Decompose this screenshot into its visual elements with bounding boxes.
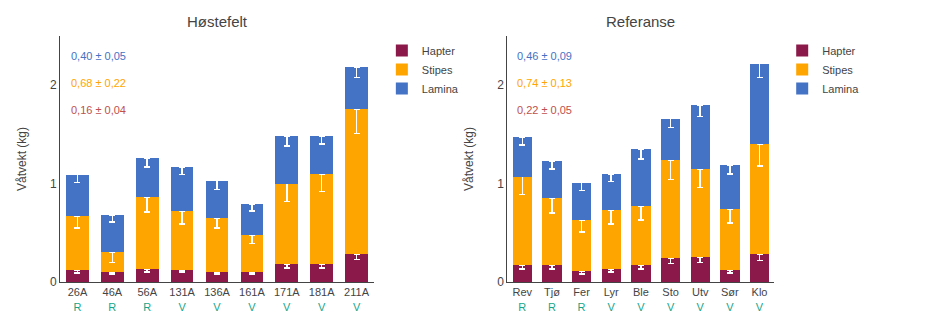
svg-text:RevR: RevR xyxy=(512,286,532,312)
svg-text:Lamina: Lamina xyxy=(822,83,859,95)
svg-text:171AV: 171AV xyxy=(274,286,300,312)
svg-text:Hapter: Hapter xyxy=(422,45,455,57)
svg-text:2: 2 xyxy=(497,78,504,92)
svg-text:181AV: 181AV xyxy=(309,286,335,312)
svg-text:0,68 ± 0,22: 0,68 ± 0,22 xyxy=(71,77,126,89)
svg-text:Referanse: Referanse xyxy=(606,13,675,30)
svg-text:LyrV: LyrV xyxy=(604,286,619,312)
svg-text:1: 1 xyxy=(497,177,504,191)
svg-text:161AV: 161AV xyxy=(239,286,265,312)
svg-text:StoV: StoV xyxy=(662,286,679,312)
svg-text:46AR: 46AR xyxy=(103,286,123,312)
svg-text:2: 2 xyxy=(50,78,57,92)
svg-text:Stipes: Stipes xyxy=(822,64,853,76)
svg-text:UtvV: UtvV xyxy=(692,286,709,312)
svg-text:KloV: KloV xyxy=(752,286,768,312)
svg-text:TjøR: TjøR xyxy=(544,286,560,312)
svg-text:56AR: 56AR xyxy=(137,286,157,312)
svg-text:Høstefelt: Høstefelt xyxy=(187,13,248,30)
svg-text:0,22 ± 0,05: 0,22 ± 0,05 xyxy=(517,104,572,116)
svg-text:0,16 ± 0,04: 0,16 ± 0,04 xyxy=(71,104,126,116)
svg-text:136AV: 136AV xyxy=(204,286,230,312)
svg-text:Våtvekt (kg): Våtvekt (kg) xyxy=(15,127,29,191)
svg-text:211AV: 211AV xyxy=(344,286,370,312)
svg-text:Stipes: Stipes xyxy=(422,64,453,76)
svg-text:1: 1 xyxy=(50,177,57,191)
svg-text:Lamina: Lamina xyxy=(422,83,459,95)
svg-text:131AV: 131AV xyxy=(169,286,195,312)
svg-text:0: 0 xyxy=(50,275,57,289)
svg-text:0,46 ± 0,09: 0,46 ± 0,09 xyxy=(517,50,572,62)
svg-text:SørV: SørV xyxy=(721,286,739,312)
svg-text:0,74 ± 0,13: 0,74 ± 0,13 xyxy=(517,77,572,89)
svg-text:Våtvekt (kg): Våtvekt (kg) xyxy=(462,127,476,191)
svg-text:26AR: 26AR xyxy=(68,286,88,312)
svg-text:0,40 ± 0,05: 0,40 ± 0,05 xyxy=(71,50,126,62)
svg-text:Hapter: Hapter xyxy=(822,45,855,57)
svg-text:BleV: BleV xyxy=(633,286,649,312)
svg-text:FerR: FerR xyxy=(573,286,590,312)
svg-text:0: 0 xyxy=(497,275,504,289)
